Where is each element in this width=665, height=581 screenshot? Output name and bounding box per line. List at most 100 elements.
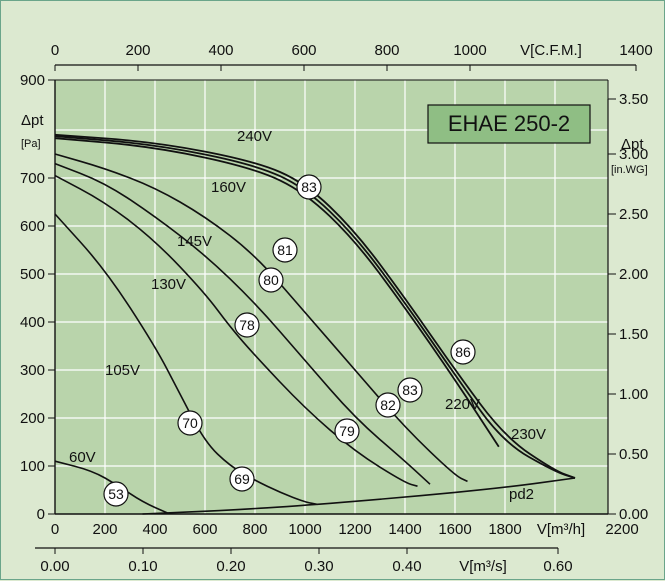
label-60v: 60V	[69, 449, 96, 466]
svg-text:69: 69	[234, 471, 250, 487]
top-tick-800: 800	[374, 42, 399, 59]
label-160v: 160V	[211, 179, 246, 196]
m3h-tick-1000: 1000	[288, 521, 321, 538]
label-145v: 145V	[177, 233, 212, 250]
left-tick-600: 600	[20, 218, 45, 235]
efficiency-marker-83b: 83	[397, 377, 423, 403]
left-tick-900: 900	[20, 72, 45, 89]
m3h-tick-1200: 1200	[338, 521, 371, 538]
m3h-tick-400: 400	[142, 521, 167, 538]
right-tick-350: 3.50	[619, 91, 648, 108]
chart-title-box: EHAE 250-2	[427, 104, 591, 144]
svg-text:86: 86	[455, 344, 471, 360]
m3h-tick-1800: 1800	[488, 521, 521, 538]
top-tick-200: 200	[125, 42, 150, 59]
left-axis-unit: [Pa]	[21, 138, 41, 150]
efficiency-marker-81: 81	[272, 237, 298, 263]
svg-text:80: 80	[263, 272, 279, 288]
svg-text:82: 82	[380, 397, 396, 413]
curve-pd2	[142, 477, 576, 515]
efficiency-marker-80: 80	[258, 267, 284, 293]
top-tick-400: 400	[208, 42, 233, 59]
m3h-axis-label: V[m³/h]	[537, 521, 585, 538]
left-tick-100: 100	[20, 458, 45, 475]
fan-curves	[54, 133, 576, 515]
m3s-tick-040: 0.40	[392, 558, 421, 575]
top-axis-label: V[C.F.M.]	[520, 42, 582, 59]
curve-145v	[54, 162, 431, 485]
left-tick-500: 500	[20, 266, 45, 283]
curve-220v	[54, 137, 500, 448]
m3s-tick-020: 0.20	[216, 558, 245, 575]
m3s-tick-000: 0.00	[40, 558, 69, 575]
m3h-tick-2200: 2200	[605, 521, 638, 538]
right-tick-250: 2.50	[619, 206, 648, 223]
efficiency-markers: 83 81 80 78 70 69 53 86 83 82 79	[103, 174, 476, 507]
m3h-tick-0: 0	[51, 521, 59, 538]
right-axis-unit: [in.WG]	[611, 164, 648, 176]
bottom-m3s-axis: 0.00 0.10 0.20 0.30 0.40 V[m³/s] 0.60	[35, 547, 573, 575]
curve-230v	[54, 135, 576, 479]
m3h-tick-800: 800	[242, 521, 267, 538]
efficiency-marker-69: 69	[229, 466, 255, 492]
label-230v: 230V	[511, 426, 546, 443]
svg-text:70: 70	[182, 415, 198, 431]
label-220v: 220V	[445, 396, 480, 413]
plot-area	[55, 80, 608, 514]
m3h-tick-600: 600	[192, 521, 217, 538]
right-tick-150: 1.50	[619, 326, 648, 343]
m3s-tick-030: 0.30	[304, 558, 333, 575]
right-tick-200: 2.00	[619, 266, 648, 283]
efficiency-marker-82: 82	[375, 392, 401, 418]
right-tick-050: 0.50	[619, 446, 648, 463]
svg-text:83: 83	[301, 179, 317, 195]
curve-130v	[54, 174, 418, 487]
left-axis-label: Δpt	[21, 112, 44, 129]
right-tick-0: 0.00	[619, 506, 648, 523]
efficiency-marker-79: 79	[334, 418, 360, 444]
top-tick-600: 600	[291, 42, 316, 59]
left-tick-400: 400	[20, 314, 45, 331]
svg-text:53: 53	[108, 486, 124, 502]
left-tick-700: 700	[20, 170, 45, 187]
left-tick-200: 200	[20, 410, 45, 427]
m3s-tick-060: 0.60	[543, 558, 572, 575]
top-tick-1000: 1000	[453, 42, 486, 59]
top-tick-0: 0	[51, 42, 59, 59]
svg-text:83: 83	[402, 382, 418, 398]
curve-160v	[54, 153, 468, 483]
curve-labels: 240V 230V 220V 160V 145V 130V 105V 60V p…	[69, 128, 546, 503]
label-240v: 240V	[237, 128, 272, 145]
m3h-tick-1600: 1600	[438, 521, 471, 538]
label-130v: 130V	[151, 276, 186, 293]
right-axis-label: Δpt	[621, 136, 644, 153]
m3h-tick-200: 200	[92, 521, 117, 538]
left-pa-axis: 0 100 200 300 400 500 600 700 900 Δpt [P…	[20, 72, 55, 523]
top-cfm-axis: 0 200 400 600 800 1000 V[C.F.M.] 1400	[51, 42, 653, 71]
efficiency-marker-70: 70	[177, 410, 203, 436]
left-tick-0: 0	[37, 506, 45, 523]
label-pd2: pd2	[509, 486, 534, 503]
efficiency-marker-86: 86	[450, 339, 476, 365]
svg-text:78: 78	[239, 317, 255, 333]
m3s-tick-010: 0.10	[128, 558, 157, 575]
m3s-axis-label: V[m³/s]	[459, 558, 507, 575]
curve-240v	[54, 133, 576, 479]
bottom-m3h-axis: 0 200 400 600 800 1000 1200 1400 1600 18…	[51, 521, 639, 538]
right-tick-300: 3.00	[619, 146, 648, 163]
chart-title: EHAE 250-2	[448, 111, 570, 136]
efficiency-marker-78: 78	[234, 312, 260, 338]
efficiency-marker-53: 53	[103, 481, 129, 507]
left-tick-300: 300	[20, 362, 45, 379]
efficiency-marker-83a: 83	[296, 174, 322, 200]
horizontal-grid	[55, 129, 608, 467]
svg-text:81: 81	[277, 242, 293, 258]
right-tick-100: 1.00	[619, 386, 648, 403]
curve-105v	[54, 213, 318, 506]
right-inwg-axis: 0.00 0.50 1.00 1.50 2.00 2.50 3.00 3.50 …	[607, 91, 648, 523]
curve-60v	[54, 460, 168, 514]
svg-text:79: 79	[339, 423, 355, 439]
label-105v: 105V	[105, 362, 140, 379]
